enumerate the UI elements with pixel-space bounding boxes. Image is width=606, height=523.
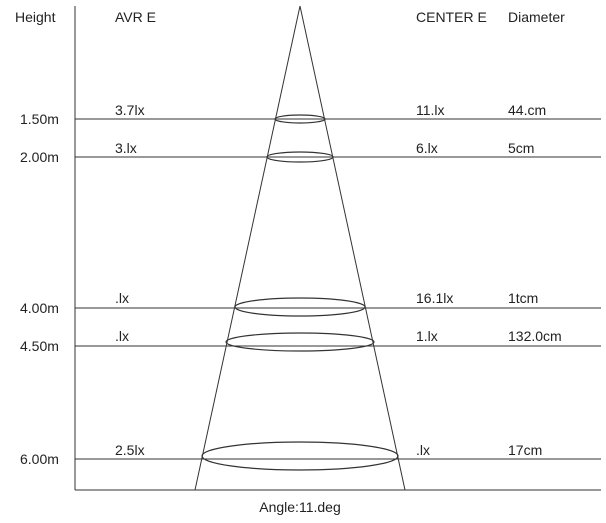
- beam-ellipse: [266, 151, 334, 163]
- avr-e-value: .lx: [115, 290, 129, 306]
- diameter-value: 1tcm: [508, 290, 538, 306]
- center-e-value: 11.lx: [416, 102, 445, 118]
- center-e-value: 16.1lx: [416, 290, 453, 306]
- diameter-value: 44.cm: [508, 102, 546, 118]
- height-label: 2.00m: [20, 149, 59, 165]
- beam-right-edge: [299, 5, 406, 491]
- header-diameter: Diameter: [508, 9, 565, 25]
- beam-ellipse: [274, 114, 326, 124]
- avr-e-value: 3.7lx: [115, 102, 145, 118]
- diameter-value: 5cm: [508, 140, 534, 156]
- row-6-00m: 6.00m 2.5lx .lx 17cm: [20, 441, 601, 471]
- center-e-value: 6.lx: [416, 140, 438, 156]
- row-2-00m: 2.00m 3.lx 6.lx 5cm: [20, 140, 601, 165]
- center-e-value: .lx: [416, 442, 430, 458]
- height-label: 1.50m: [20, 111, 59, 127]
- header-height: Height: [15, 9, 56, 25]
- beam-ellipse: [201, 441, 399, 471]
- beam-left-edge: [194, 5, 301, 491]
- avr-e-value: .lx: [115, 328, 129, 344]
- beam-ellipse: [225, 332, 375, 352]
- avr-e-value: 3.lx: [115, 140, 137, 156]
- header-center-e: CENTER E: [416, 9, 487, 25]
- beam-ellipse: [234, 297, 366, 317]
- row-4-50m: 4.50m .lx 1.lx 132.0cm: [20, 328, 601, 354]
- avr-e-value: 2.5lx: [115, 442, 145, 458]
- header-avr-e: AVR E: [115, 9, 156, 25]
- angle-label: Angle:11.deg: [259, 499, 340, 515]
- height-label: 6.00m: [20, 451, 59, 467]
- diameter-value: 17cm: [508, 442, 542, 458]
- diameter-value: 132.0cm: [508, 328, 562, 344]
- row-4-00m: 4.00m .lx 16.1lx 1tcm: [20, 290, 601, 317]
- center-e-value: 1.lx: [416, 328, 438, 344]
- height-label: 4.00m: [20, 300, 59, 316]
- row-1-50m: 1.50m 3.7lx 11.lx 44.cm: [20, 102, 601, 127]
- height-label: 4.50m: [20, 338, 59, 354]
